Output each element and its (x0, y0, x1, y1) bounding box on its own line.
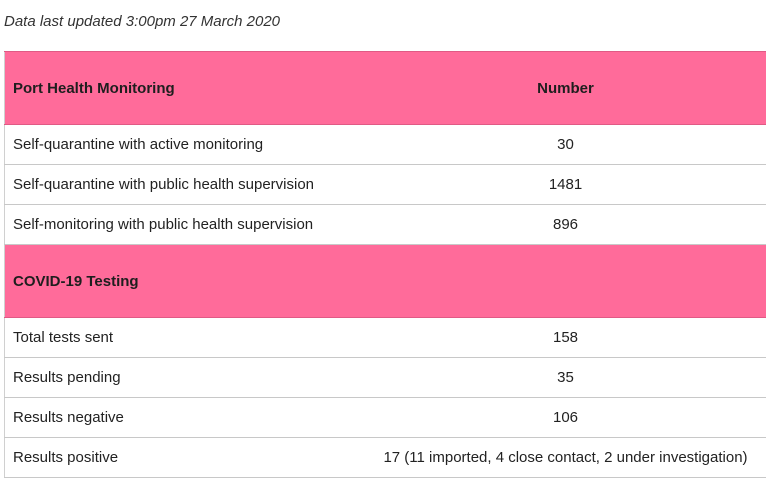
number-column-header: Number (364, 51, 766, 125)
number-column-header (364, 244, 766, 318)
row-value: 17 (11 imported, 4 close contact, 2 unde… (364, 437, 766, 478)
row-value: 35 (364, 357, 766, 398)
table-row: Self-quarantine with active monitoring 3… (4, 124, 766, 165)
table-row: Results negative 106 (4, 397, 766, 438)
table-row: Self-quarantine with public health super… (4, 164, 766, 205)
row-label: Results pending (4, 357, 365, 398)
last-updated-text: Data last updated 3:00pm 27 March 2020 (4, 13, 281, 30)
section-header-port-health: Port Health Monitoring Number (4, 51, 766, 125)
row-label: Self-monitoring with public health super… (4, 204, 365, 245)
row-value: 106 (364, 397, 766, 438)
row-value: 30 (364, 124, 766, 165)
row-label: Total tests sent (4, 317, 365, 358)
section-title: Port Health Monitoring (4, 51, 365, 125)
statistics-table: Port Health Monitoring Number Self-quara… (4, 51, 766, 478)
table-row: Total tests sent 158 (4, 317, 766, 358)
section-header-covid-testing: COVID-19 Testing (4, 244, 766, 318)
row-value: 1481 (364, 164, 766, 205)
row-label: Results negative (4, 397, 365, 438)
table-row: Results positive 17 (11 imported, 4 clos… (4, 437, 766, 478)
section-title: COVID-19 Testing (4, 244, 365, 318)
row-label: Self-quarantine with active monitoring (4, 124, 365, 165)
table-row: Self-monitoring with public health super… (4, 204, 766, 245)
row-label: Self-quarantine with public health super… (4, 164, 365, 205)
row-value: 158 (364, 317, 766, 358)
table-row: Results pending 35 (4, 357, 766, 398)
row-label: Results positive (4, 437, 365, 478)
row-value: 896 (364, 204, 766, 245)
